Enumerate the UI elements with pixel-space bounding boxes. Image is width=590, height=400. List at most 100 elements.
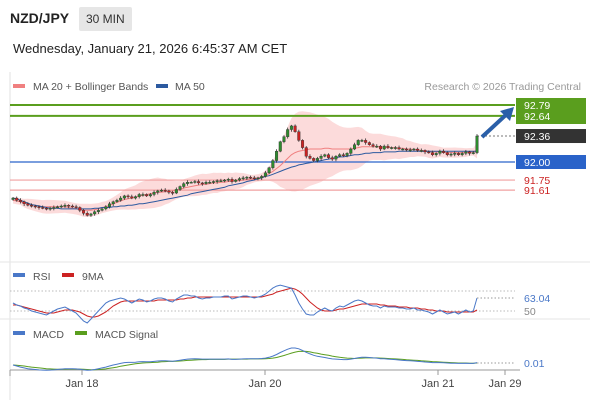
- candle: [334, 155, 338, 162]
- candle: [416, 147, 420, 152]
- candle: [275, 149, 279, 163]
- candle-body: [159, 189, 163, 192]
- legend-ma50-swatch: [156, 84, 168, 88]
- candle: [30, 203, 34, 208]
- candle: [152, 190, 156, 197]
- candle-body: [327, 154, 331, 158]
- candle-body: [215, 180, 219, 182]
- candle-body: [37, 206, 41, 208]
- candle-body: [67, 205, 71, 207]
- candle: [126, 194, 130, 199]
- candle-body: [367, 142, 371, 145]
- candle: [278, 140, 282, 153]
- candle: [56, 205, 60, 209]
- candle: [297, 129, 301, 142]
- candle-body: [200, 182, 204, 185]
- candle-body: [330, 157, 334, 160]
- candle: [327, 153, 331, 160]
- candle-body: [211, 181, 215, 183]
- level-label-9264: 92.64: [524, 111, 550, 123]
- candle-body: [137, 194, 141, 197]
- x-tick-label: Jan 18: [65, 378, 98, 390]
- candle-body: [30, 205, 34, 207]
- candle-body: [208, 182, 212, 184]
- forecast-arrow-shaft: [480, 111, 510, 139]
- candle: [133, 195, 137, 200]
- level-label-9161: 91.61: [524, 185, 550, 197]
- candle: [282, 135, 286, 144]
- macd-line: [12, 347, 478, 371]
- candle: [468, 150, 472, 156]
- candle: [115, 198, 119, 203]
- candle-body: [393, 147, 397, 149]
- candle: [208, 180, 212, 184]
- candle: [382, 144, 386, 151]
- candle: [301, 139, 305, 150]
- candle: [63, 203, 67, 208]
- candle: [315, 156, 319, 163]
- legend-rsi-swatch: [13, 273, 25, 277]
- candle-body: [52, 207, 56, 209]
- candle-body: [293, 125, 297, 132]
- candle: [108, 201, 112, 209]
- candle-body: [133, 196, 137, 199]
- candle-body: [48, 207, 52, 210]
- candle: [460, 151, 464, 157]
- rsi-ma-line: [13, 287, 478, 318]
- candle-body: [301, 140, 305, 148]
- legend-ma20-label: MA 20 + Bollinger Bands: [33, 81, 148, 93]
- candle-body: [408, 149, 412, 151]
- macd-value-label: 0.01: [524, 358, 545, 370]
- candle-body: [334, 156, 338, 160]
- candle: [260, 174, 264, 181]
- candle-body: [230, 179, 234, 182]
- candle: [408, 147, 412, 152]
- candle: [471, 151, 475, 155]
- candle: [223, 178, 227, 183]
- rsi-line: [12, 284, 478, 324]
- candle-body: [85, 213, 89, 216]
- candle: [312, 157, 316, 162]
- candle-body: [252, 177, 256, 180]
- candle: [252, 175, 256, 181]
- candle-body: [434, 153, 438, 155]
- candle: [96, 208, 100, 214]
- legend-rsi-ma-swatch: [62, 273, 74, 277]
- legend-rsi-label: RSI: [33, 271, 51, 283]
- candle-body: [375, 145, 379, 148]
- candle: [263, 170, 267, 178]
- candle-body: [390, 147, 394, 149]
- rsi-50-label: 50: [524, 306, 536, 318]
- candle: [18, 198, 22, 204]
- candle: [163, 188, 167, 193]
- candle-body: [416, 148, 420, 151]
- candle: [22, 200, 26, 207]
- candle-body: [33, 205, 37, 208]
- forecast-arrow: [480, 107, 514, 139]
- candle-body: [219, 180, 223, 182]
- candle-body: [148, 194, 152, 197]
- candle: [434, 152, 438, 157]
- candle-body: [271, 160, 275, 168]
- candle: [367, 141, 371, 146]
- candle: [453, 151, 457, 157]
- candle: [286, 127, 290, 139]
- candle: [226, 177, 230, 182]
- candle: [78, 206, 82, 213]
- candle-body: [15, 197, 19, 201]
- candle-body: [234, 179, 238, 182]
- candle: [319, 154, 323, 161]
- candle-body: [260, 176, 264, 179]
- candle-body: [460, 153, 464, 155]
- candle-body: [22, 201, 26, 205]
- timeframe-button[interactable]: 30 MIN: [79, 7, 132, 31]
- candle-body: [286, 129, 290, 137]
- candle: [215, 179, 219, 184]
- candle-body: [449, 153, 453, 156]
- credit-text: Research © 2026 Trading Central: [424, 81, 581, 93]
- candle-body: [130, 196, 134, 199]
- candle-body: [156, 190, 160, 193]
- candle: [137, 192, 141, 199]
- candle-body: [245, 176, 249, 179]
